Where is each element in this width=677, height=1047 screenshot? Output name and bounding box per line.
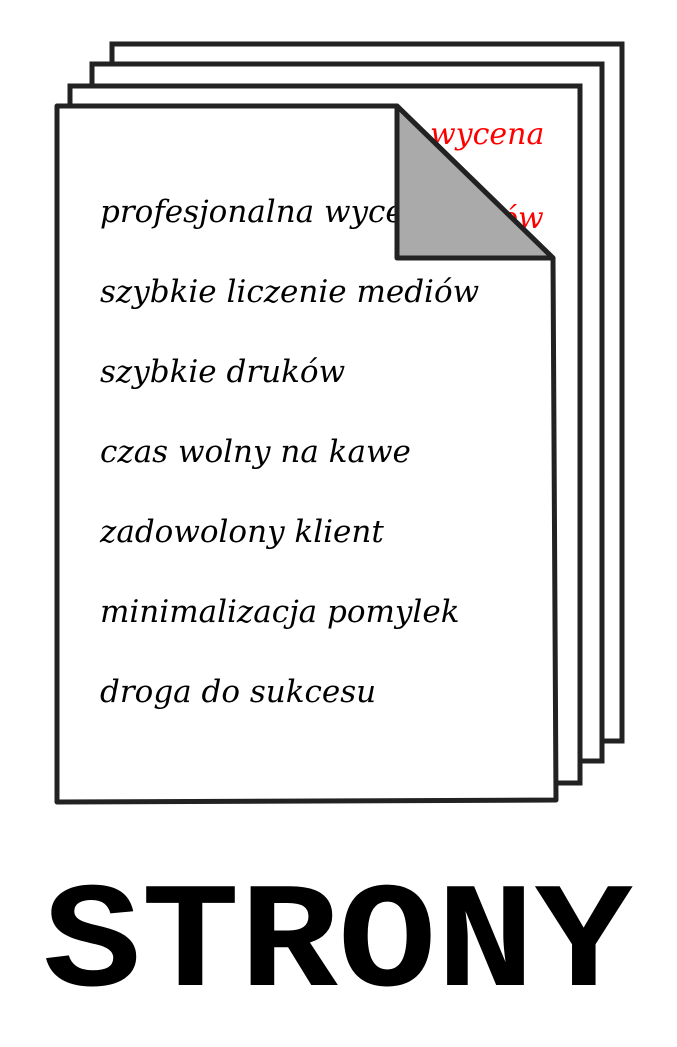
page-title: STRONY bbox=[43, 861, 633, 1031]
list-item-4: czas wolny na kawe bbox=[100, 434, 411, 470]
list-item-3: szybkie druków bbox=[100, 354, 345, 390]
back-page-peek-line1: wycena bbox=[430, 117, 544, 152]
list-item-6: minimalizacja pomylek bbox=[100, 594, 459, 630]
list-item-7: droga do sukcesu bbox=[100, 674, 376, 710]
list-item-2: szybkie liczenie mediów bbox=[100, 274, 479, 310]
front-page bbox=[54, 103, 559, 805]
list-item-1: profesjonalna wyce bbox=[100, 194, 404, 230]
list-item-5: zadowolony klient bbox=[99, 514, 384, 550]
folded-corner bbox=[394, 103, 556, 261]
